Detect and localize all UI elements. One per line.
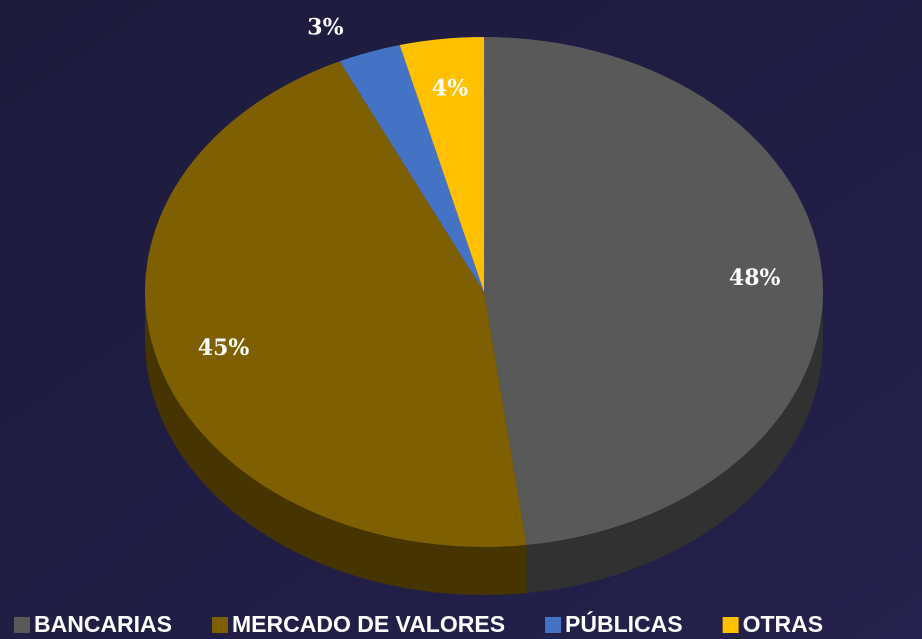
data-label: 45% (198, 335, 250, 361)
legend-swatch (212, 617, 228, 633)
pie-slice (484, 37, 824, 545)
legend-swatch (14, 617, 30, 633)
legend-label: BANCARIAS (34, 611, 172, 637)
legend-swatch (722, 617, 739, 633)
pie-slice (399, 37, 484, 292)
legend-swatch (545, 617, 562, 633)
legend-label: PÚBLICAS (565, 610, 683, 637)
data-label: 48% (729, 265, 781, 291)
legend-label: MERCADO DE VALORES (232, 611, 505, 637)
pie-side (145, 292, 527, 595)
pie-slice (144, 61, 527, 547)
legend-label: OTRAS (743, 611, 824, 637)
pie-slice (339, 45, 484, 293)
data-label: 3% (307, 14, 343, 40)
data-label: 4% (432, 76, 468, 102)
pie-side (526, 292, 823, 593)
